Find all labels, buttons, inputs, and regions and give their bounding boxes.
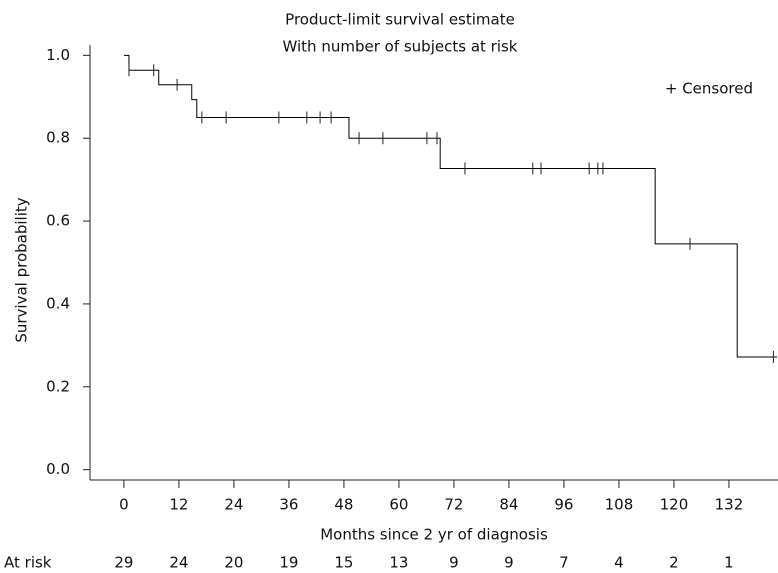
x-tick-label: 120 — [660, 496, 689, 514]
y-tick-label: 0.4 — [46, 294, 70, 312]
at-risk-value: 9 — [449, 554, 459, 572]
y-tick-label: 0.2 — [46, 377, 70, 395]
x-tick-label: 84 — [499, 496, 518, 514]
x-tick-label: 96 — [554, 496, 573, 514]
y-tick-label: 0.8 — [46, 129, 70, 147]
chart-title: Product-limit survival estimate — [285, 11, 515, 29]
x-tick-label: 12 — [169, 496, 188, 514]
at-risk-value: 29 — [114, 554, 133, 572]
at-risk-value: 1 — [724, 554, 734, 572]
x-tick-label: 60 — [389, 496, 408, 514]
y-tick-label: 0.0 — [46, 460, 70, 478]
y-tick-label: 1.0 — [46, 46, 70, 64]
x-tick-label: 48 — [334, 496, 353, 514]
y-axis-label: Survival probability — [13, 197, 31, 342]
x-tick-label: 24 — [224, 496, 243, 514]
x-axis-label: Months since 2 yr of diagnosis — [320, 526, 548, 544]
at-risk-value: 9 — [504, 554, 514, 572]
y-tick-label: 0.6 — [46, 212, 70, 230]
chart-subtitle: With number of subjects at risk — [283, 38, 518, 56]
x-tick-label: 0 — [119, 496, 129, 514]
at-risk-value: 20 — [224, 554, 243, 572]
at-risk-value: 13 — [389, 554, 408, 572]
x-tick-label: 108 — [605, 496, 634, 514]
at-risk-value: 7 — [559, 554, 569, 572]
at-risk-value: 2 — [669, 554, 679, 572]
at-risk-value: 4 — [614, 554, 624, 572]
x-tick-label: 132 — [715, 496, 744, 514]
x-tick-label: 36 — [279, 496, 298, 514]
survival-curve — [123, 54, 777, 358]
x-tick-label: 72 — [444, 496, 463, 514]
at-risk-value: 15 — [334, 554, 353, 572]
at-risk-label: At risk — [4, 554, 52, 572]
at-risk-value: 24 — [169, 554, 188, 572]
legend: + Censored — [665, 80, 753, 98]
at-risk-value: 19 — [279, 554, 298, 572]
